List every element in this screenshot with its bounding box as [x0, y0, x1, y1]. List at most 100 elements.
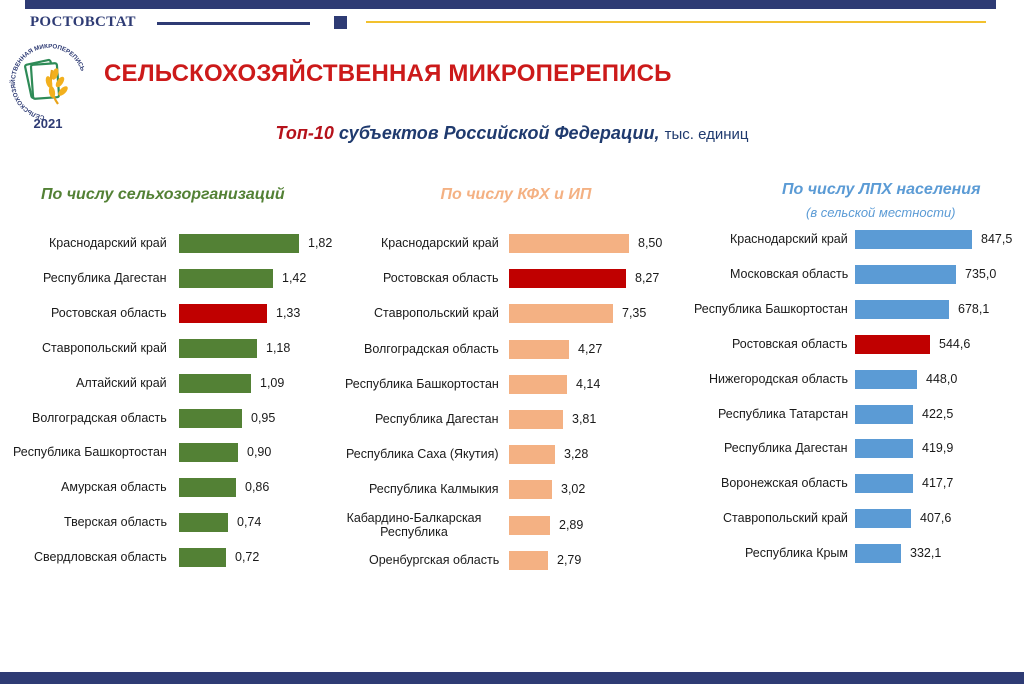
- chart-3-category-label: Республика Татарстан: [718, 406, 849, 421]
- chart-3-value-label: 417,7: [922, 476, 954, 491]
- chart-1-category-label: Тверская область: [64, 515, 167, 530]
- top-banner-bar: [25, 0, 996, 9]
- chart-3-value-label: 422,5: [922, 406, 954, 421]
- chart-2-value-label: 3,28: [564, 447, 589, 462]
- chart-3-bar: [855, 264, 956, 284]
- census-logo: СЕЛЬСКОХОЗЯЙСТВЕННАЯ МИКРОПЕРЕПИСЬ 2021: [9, 44, 86, 131]
- chart-3-category-label: Ростовская область: [732, 336, 848, 351]
- chart-2-value-label: 2,89: [559, 517, 584, 532]
- chart-1-bar: [179, 338, 257, 358]
- chart-1-bar: [179, 303, 267, 323]
- chart-2-category-label: Волгоградская область: [364, 341, 499, 356]
- chart-3-value-label: 678,1: [958, 301, 990, 316]
- chart-1-title: По числу сельхозорганизаций: [41, 186, 285, 203]
- chart-1-category-label: Алтайский край: [76, 375, 167, 390]
- chart-1-value-label: 0,95: [251, 410, 276, 425]
- chart-2-value-label: 8,27: [635, 271, 660, 286]
- chart-2-bar: [509, 550, 548, 570]
- chart-1-value-label: 1,33: [276, 305, 301, 320]
- chart-2-category-label: Кабардино-Балкарская Республика: [346, 510, 482, 539]
- chart-3-value-label: 735,0: [965, 266, 997, 281]
- chart-2-category-label: Республика Башкортостан: [345, 376, 499, 391]
- chart-2-bar: [509, 269, 626, 289]
- chart-1-value-label: 0,86: [245, 480, 270, 495]
- chart-2-bar: [509, 445, 555, 465]
- chart-2-category-label: Ростовская область: [383, 271, 499, 286]
- chart-1-value-label: 1,82: [308, 236, 333, 250]
- chart-1-category-label: Ростовская область: [51, 305, 167, 320]
- brand-name: РОСТОВСТАТ: [30, 14, 136, 30]
- chart-1-category-label: Амурская область: [61, 480, 167, 495]
- chart-3-bar: [855, 230, 972, 249]
- subtitle-unit: тыс. единиц: [664, 126, 749, 143]
- chart-2-value-label: 4,14: [576, 376, 601, 391]
- chart-2-bar: [509, 339, 569, 359]
- chart-1-bar: [179, 373, 251, 393]
- chart-3-category-label: Ставропольский край: [723, 511, 848, 526]
- chart-3-category-label: Республика Крым: [745, 546, 849, 561]
- chart-2-value-label: 3,02: [561, 482, 586, 497]
- chart-1-category-label: Свердловская область: [34, 550, 167, 565]
- chart-2-title: По числу КФХ и ИП: [440, 186, 592, 203]
- header-square: [334, 16, 347, 29]
- chart-3-bar: [855, 474, 913, 494]
- chart-1-value-label: 1,42: [282, 270, 307, 285]
- chart-1-bar: [179, 268, 273, 288]
- chart-3-value-label: 448,0: [926, 371, 958, 386]
- chart-2-bar: [509, 234, 629, 253]
- chart-2-value-label: 8,50: [638, 236, 663, 250]
- chart-1-value-label: 0,72: [235, 550, 260, 565]
- chart-3-bar: [855, 334, 930, 354]
- chart-3-value-label: 407,6: [920, 511, 952, 526]
- chart-2-bar: [509, 410, 563, 429]
- chart-1-category-label: Ставропольский край: [42, 340, 167, 355]
- header-rule-blue: [157, 22, 310, 25]
- subtitle-subjects: субъектов Российской Федерации,: [338, 123, 660, 143]
- chart-2-bar: [509, 304, 613, 324]
- chart-1-category-label: Республика Башкортостан: [13, 445, 167, 460]
- chart-2-category-label: Республика Калмыкия: [369, 482, 499, 497]
- chart-3-bar: [855, 299, 949, 319]
- chart-3-subtitle: (в сельской местности): [806, 205, 956, 220]
- chart-3-bar: [855, 544, 901, 564]
- chart-1-bar: [179, 234, 299, 253]
- chart-1-value-label: 1,09: [260, 375, 285, 390]
- logo-year: 2021: [34, 116, 63, 131]
- subtitle-top10: Топ-10: [275, 123, 334, 143]
- chart-2-value-label: 2,79: [557, 552, 582, 567]
- chart-3-category-label: Краснодарский край: [730, 232, 848, 246]
- chart-3-category-label: Воронежская область: [721, 476, 848, 491]
- chart-1-bar: [179, 408, 242, 428]
- chart-2-category-label: Ставропольский край: [374, 306, 499, 321]
- chart-3-value-label: 847,5: [981, 232, 1013, 246]
- chart-3-bar: [855, 509, 911, 529]
- chart-3-value-label: 544,6: [939, 336, 971, 351]
- chart-2-bar: [509, 480, 552, 500]
- header-rule-gold: [366, 21, 986, 23]
- chart-2-bar: [509, 374, 567, 394]
- chart-3-value-label: 419,9: [922, 441, 954, 456]
- chart-3-bar: [855, 439, 913, 459]
- chart-1-value-label: 0,74: [237, 515, 262, 530]
- chart-2-category-label: Оренбургская область: [369, 552, 500, 567]
- chart-1-bar: [179, 513, 228, 533]
- chart-3-bar: [855, 369, 917, 389]
- chart-2-category-label: Краснодарский край: [381, 236, 499, 250]
- chart-3-title: По числу ЛПХ населения: [782, 181, 981, 198]
- chart-1-bar: [179, 478, 236, 498]
- bottom-banner-bar: [0, 672, 1024, 684]
- chart-1-category-label: Волгоградская область: [32, 410, 167, 425]
- page-title: СЕЛЬСКОХОЗЯЙСТВЕННАЯ МИКРОПЕРЕПИСЬ: [104, 60, 672, 87]
- chart-subtitle: Топ-10 субъектов Российской Федерации, т…: [0, 123, 1024, 144]
- chart-3-category-label: Республика Дагестан: [724, 441, 848, 456]
- chart-2-value-label: 3,81: [572, 412, 597, 426]
- chart-2-value-label: 4,27: [578, 341, 603, 356]
- chart-1-bar: [179, 548, 226, 568]
- chart-2-category-label: Республика Саха (Якутия): [346, 447, 499, 462]
- chart-3-value-label: 332,1: [910, 546, 942, 561]
- chart-3-category-label: Московская область: [730, 266, 849, 281]
- chart-1-category-label: Краснодарский край: [49, 236, 167, 250]
- chart-1-value-label: 0,90: [247, 445, 272, 460]
- chart-3-category-label: Нижегородская область: [709, 371, 848, 386]
- chart-1-category-label: Республика Дагестан: [43, 270, 167, 285]
